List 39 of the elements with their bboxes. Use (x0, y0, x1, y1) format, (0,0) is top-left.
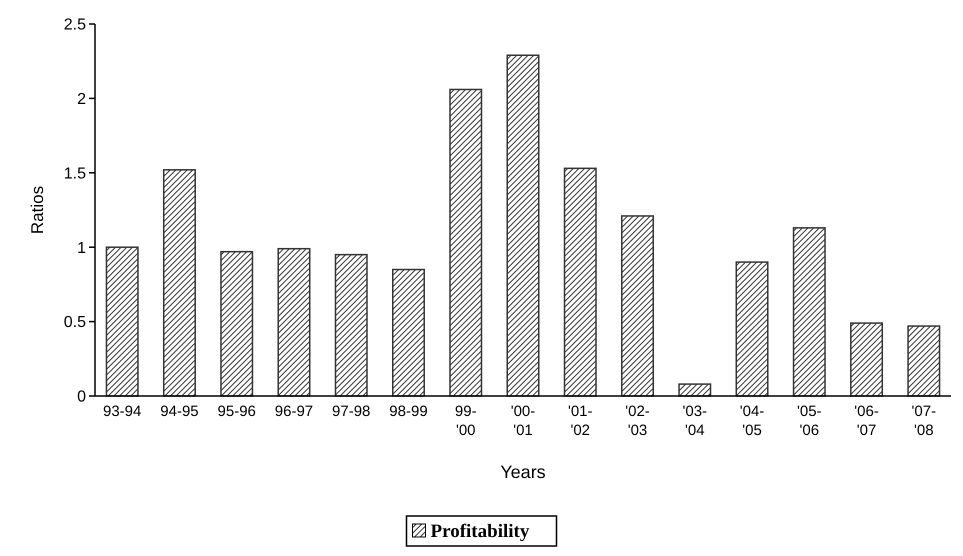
bar (506, 54, 540, 397)
bar (736, 261, 769, 397)
bar (907, 325, 940, 397)
x-axis-title: Years (500, 462, 546, 482)
bar (220, 250, 254, 397)
y-axis-title: Ratios (28, 186, 47, 234)
x-tick-label: 99-'00 (454, 403, 477, 439)
x-tick-label: 94-95 (160, 403, 199, 420)
bar (334, 254, 368, 397)
legend-label: Profitability (430, 521, 530, 542)
y-tick-label: 1 (77, 240, 86, 257)
bar (678, 383, 712, 397)
x-tick-label: '07-'08 (912, 403, 936, 439)
y-tick-label: 0.5 (64, 314, 86, 332)
x-tick-label: 98-99 (389, 403, 428, 420)
x-tick-label: 93-94 (103, 403, 142, 420)
x-tick-label: '05-'06 (797, 403, 822, 439)
bar (162, 169, 196, 397)
y-tick-label: 1.5 (64, 165, 86, 182)
x-tick-label: '03-'04 (682, 403, 708, 439)
x-tick-label: 96-97 (274, 403, 314, 420)
bar (106, 246, 139, 397)
bar (621, 215, 654, 397)
bar (792, 227, 826, 397)
bar (850, 322, 884, 397)
bar (277, 248, 310, 397)
x-tick-label: 95-96 (218, 403, 256, 420)
x-tick-label: '06-'07 (854, 403, 879, 439)
x-tick-label: '00-'01 (510, 403, 536, 439)
bar (564, 168, 597, 397)
x-tick-label: '04-'05 (740, 403, 764, 439)
y-tick-label: 0 (77, 388, 86, 406)
y-tick-label: 2.5 (64, 16, 86, 34)
x-tick-label: '01-'02 (568, 403, 593, 439)
x-tick-label: 97-98 (332, 403, 370, 420)
y-tick-label: 2 (77, 91, 86, 108)
x-tick-label: '02-'03 (625, 403, 650, 439)
bar (392, 268, 425, 397)
bar (449, 88, 482, 397)
